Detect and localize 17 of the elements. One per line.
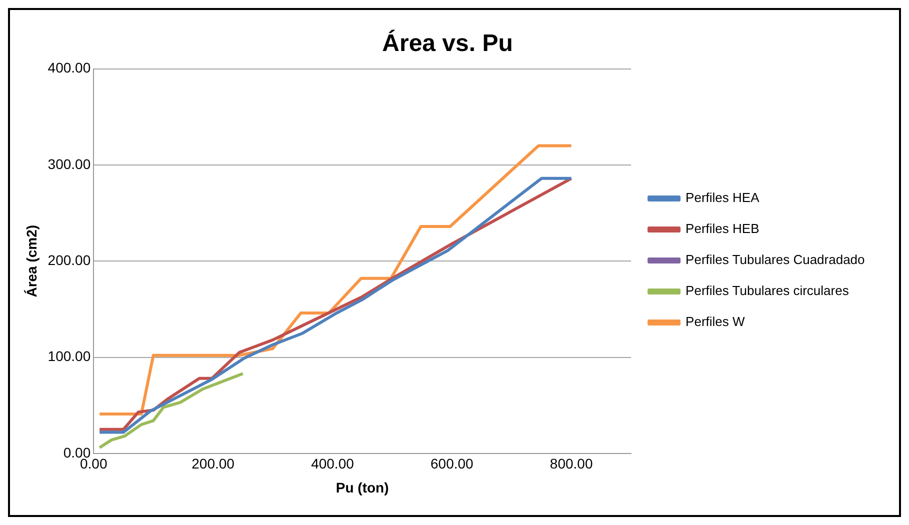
y-tick-label: 100.00 [48,348,91,364]
y-tick-label: 300.00 [48,156,91,172]
y-axis-title: Área (cm2) [23,224,40,298]
x-tick-label: 600.00 [430,456,474,472]
x-tick-label: 400.00 [311,456,354,472]
legend-label: Perfiles HEB [686,221,760,236]
x-tick-label: 800.00 [550,456,593,472]
y-tick-label: 400.00 [48,60,91,76]
legend-label: Perfiles HEA [686,190,760,206]
y-tick-label: 200.00 [48,252,91,268]
x-axis-title: Pu (ton) [336,479,389,496]
legend-label: Perfiles W [686,314,746,330]
x-tick-label: 200.00 [192,456,235,472]
legend-label: Perfiles Tubulares Cuadradado [686,252,865,268]
y-tick-label: 0.00 [63,444,91,460]
legend-label: Perfiles Tubulares circulares [686,283,850,298]
chart-title: Área vs. Pu [382,29,513,58]
